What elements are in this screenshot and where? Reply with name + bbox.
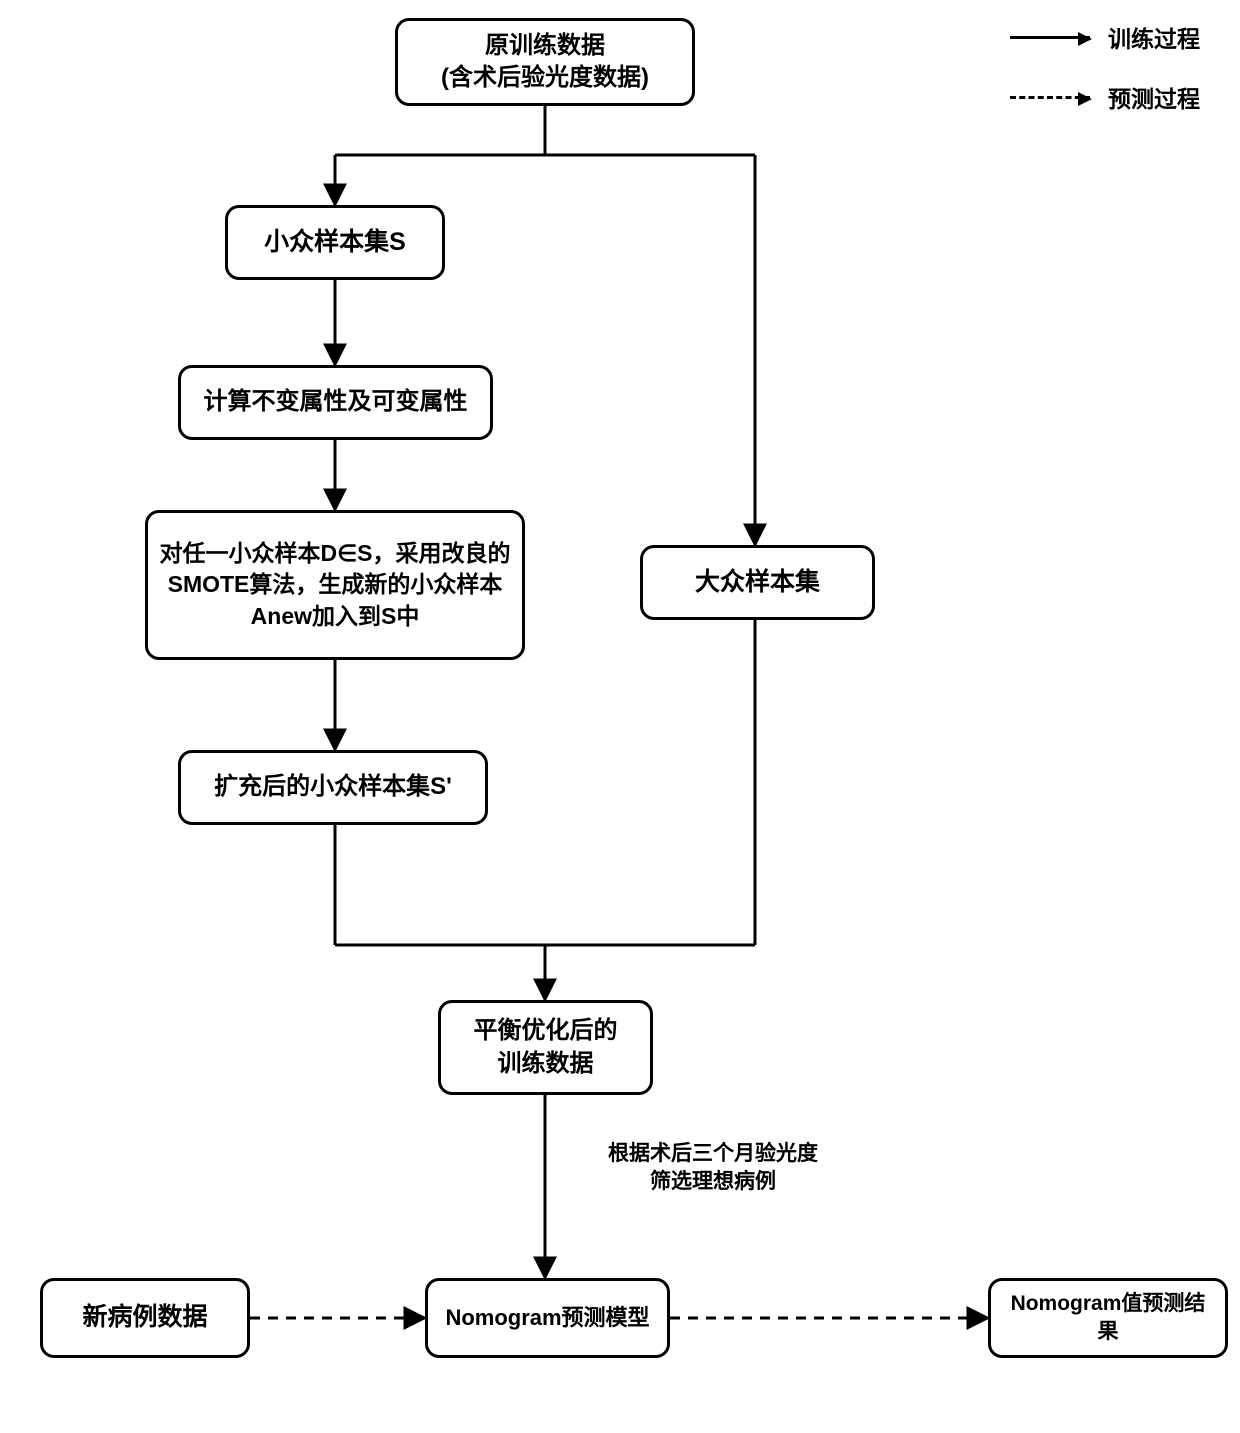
legend-line-solid [1010, 36, 1090, 39]
node-result: Nomogram值预测结果 [988, 1278, 1228, 1358]
arrowhead-icon [1078, 32, 1092, 46]
node-sprime: 扩充后的小众样本集S' [178, 750, 488, 825]
arrowhead-icon [1078, 92, 1092, 106]
edge-label-filter: 根据术后三个月验光度筛选理想病例 [568, 1140, 858, 1197]
legend-line-dashed [1010, 96, 1090, 99]
legend-train-label: 训练过程 [1108, 20, 1200, 54]
legend-predict: 预测过程 [1010, 80, 1200, 114]
node-small-set: 小众样本集S [225, 205, 445, 280]
node-new-case: 新病例数据 [40, 1278, 250, 1358]
node-nomogram: Nomogram预测模型 [425, 1278, 670, 1358]
edges-layer [0, 0, 1240, 1433]
node-calc-attrs: 计算不变属性及可变属性 [178, 365, 493, 440]
legend-train: 训练过程 [1010, 20, 1200, 54]
node-balanced: 平衡优化后的训练数据 [438, 1000, 653, 1095]
node-large-set: 大众样本集 [640, 545, 875, 620]
node-smote: 对任一小众样本D∈S，采用改良的SMOTE算法，生成新的小众样本Anew加入到S… [145, 510, 525, 660]
node-root: 原训练数据(含术后验光度数据) [395, 18, 695, 106]
legend-predict-label: 预测过程 [1108, 80, 1200, 114]
